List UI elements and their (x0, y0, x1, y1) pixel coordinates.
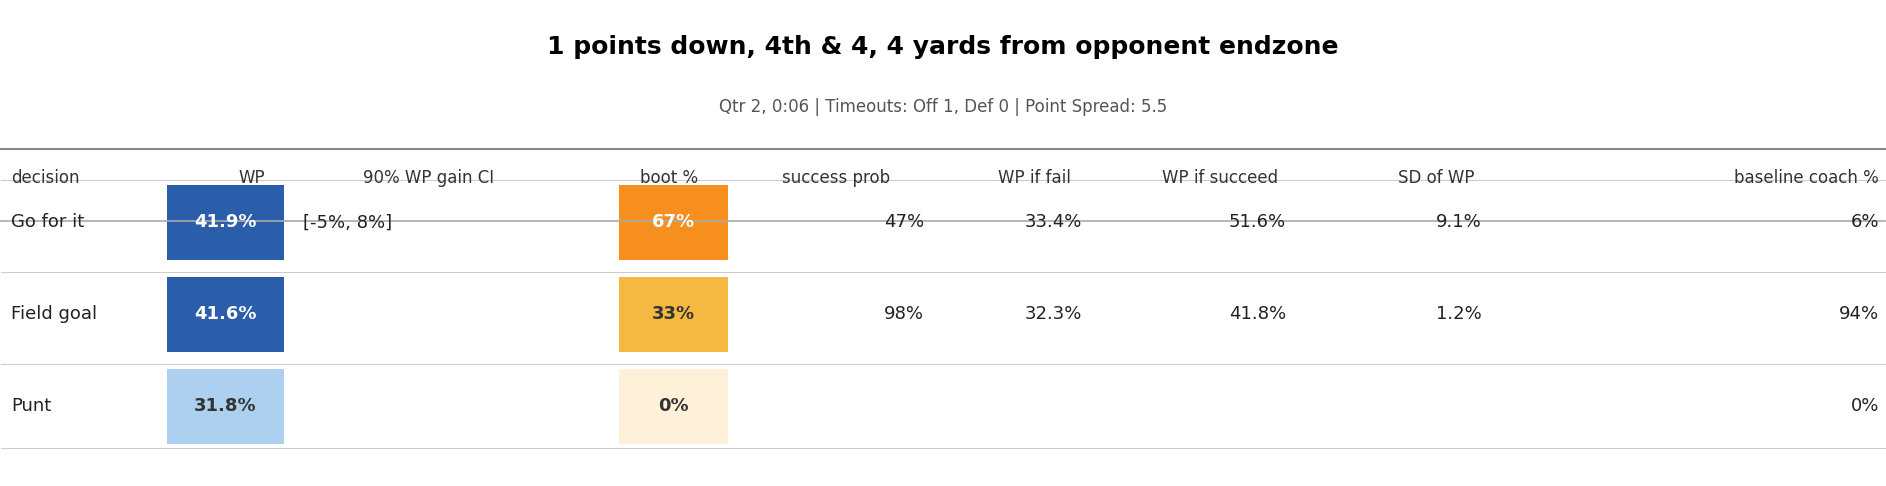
Text: 32.3%: 32.3% (1024, 305, 1083, 323)
FancyBboxPatch shape (619, 277, 728, 352)
Text: 0%: 0% (1850, 397, 1878, 415)
FancyBboxPatch shape (619, 369, 728, 444)
Text: 9.1%: 9.1% (1435, 213, 1482, 231)
Text: WP: WP (238, 169, 266, 187)
Text: 41.6%: 41.6% (194, 305, 256, 323)
Text: 6%: 6% (1850, 213, 1878, 231)
Text: WP if fail: WP if fail (998, 169, 1071, 187)
Text: 1 points down, 4th & 4, 4 yards from opponent endzone: 1 points down, 4th & 4, 4 yards from opp… (547, 35, 1339, 59)
Text: SD of WP: SD of WP (1398, 169, 1475, 187)
Text: Go for it: Go for it (11, 213, 85, 231)
FancyBboxPatch shape (619, 185, 728, 260)
FancyBboxPatch shape (168, 185, 285, 260)
Text: 41.8%: 41.8% (1228, 305, 1286, 323)
Text: 41.9%: 41.9% (194, 213, 256, 231)
Text: Qtr 2, 0:06 | Timeouts: Off 1, Def 0 | Point Spread: 5.5: Qtr 2, 0:06 | Timeouts: Off 1, Def 0 | P… (719, 98, 1167, 116)
Text: 0%: 0% (658, 397, 688, 415)
Text: 47%: 47% (885, 213, 924, 231)
Text: boot %: boot % (639, 169, 698, 187)
Text: 90% WP gain CI: 90% WP gain CI (362, 169, 494, 187)
FancyBboxPatch shape (168, 277, 285, 352)
Text: 33.4%: 33.4% (1024, 213, 1083, 231)
Text: baseline coach %: baseline coach % (1735, 169, 1878, 187)
Text: success prob: success prob (783, 169, 890, 187)
Text: 31.8%: 31.8% (194, 397, 256, 415)
Text: 67%: 67% (653, 213, 696, 231)
Text: 94%: 94% (1839, 305, 1878, 323)
Text: 1.2%: 1.2% (1435, 305, 1482, 323)
FancyBboxPatch shape (168, 369, 285, 444)
Text: Punt: Punt (11, 397, 51, 415)
Text: Field goal: Field goal (11, 305, 96, 323)
Text: 98%: 98% (885, 305, 924, 323)
Text: decision: decision (11, 169, 79, 187)
Text: 51.6%: 51.6% (1228, 213, 1286, 231)
Text: 33%: 33% (653, 305, 696, 323)
Text: [-5%, 8%]: [-5%, 8%] (304, 213, 392, 231)
Text: WP if succeed: WP if succeed (1162, 169, 1279, 187)
